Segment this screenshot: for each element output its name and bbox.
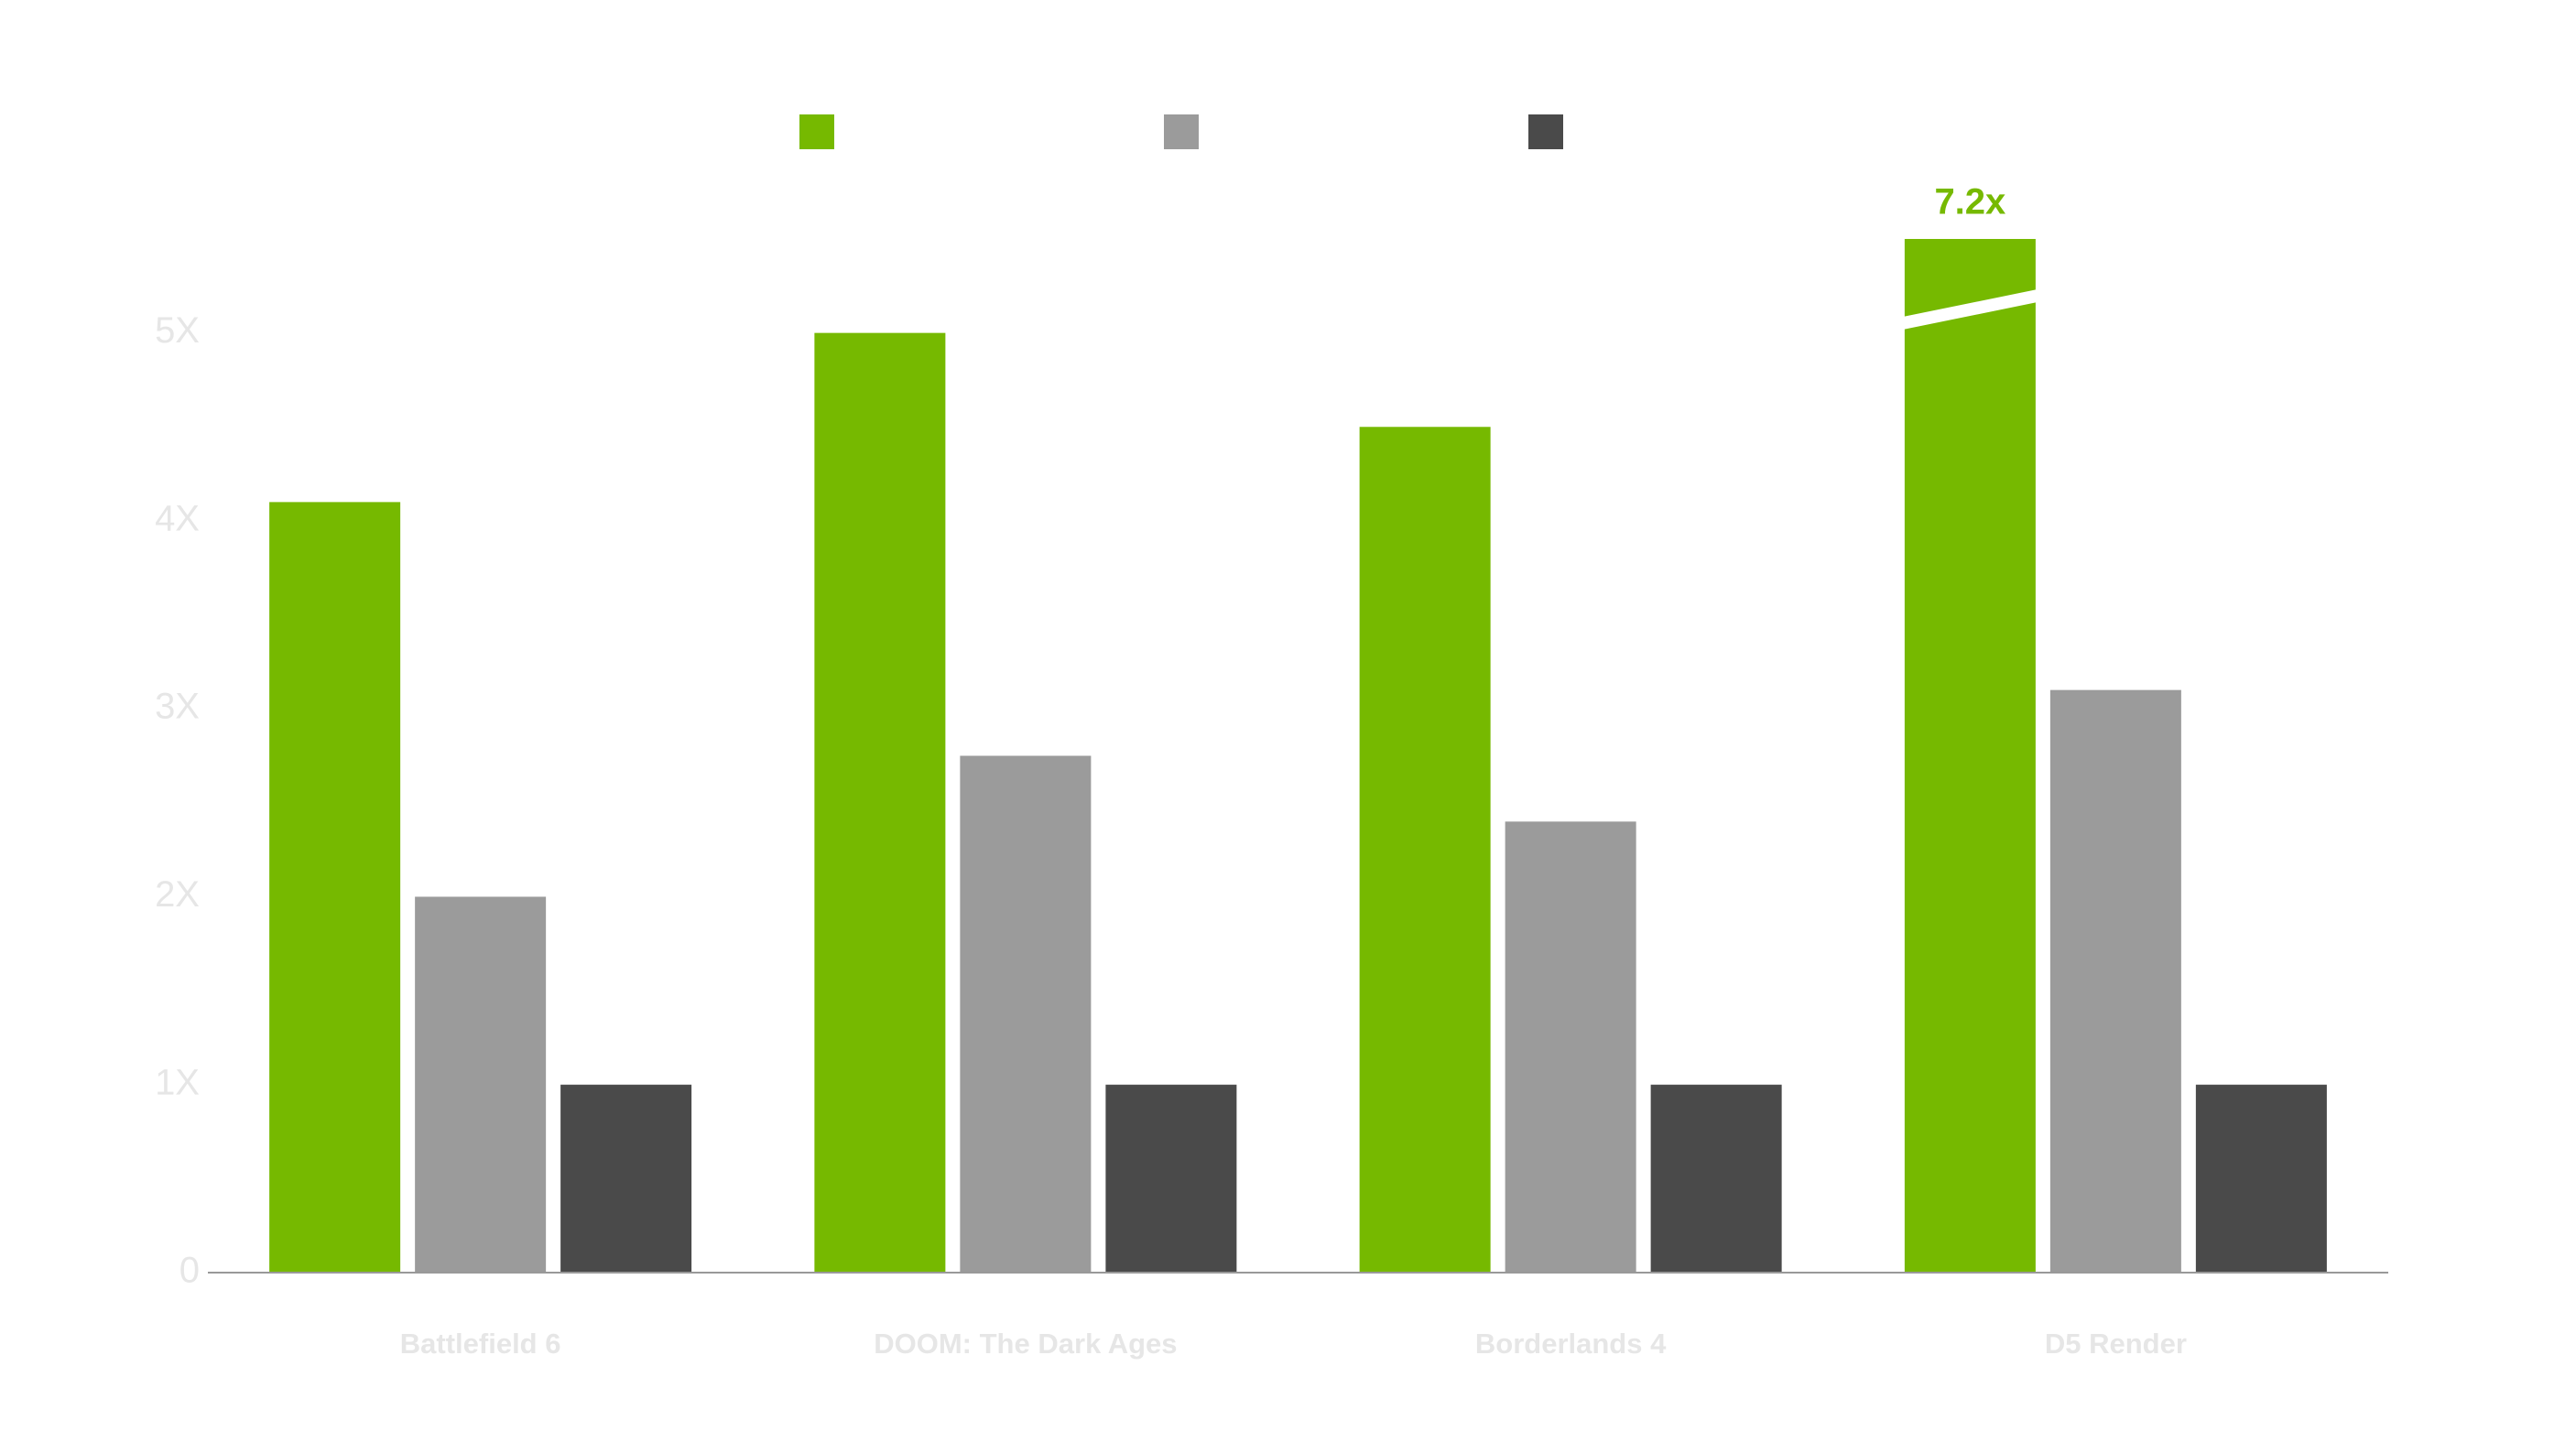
axis-break <box>1902 289 2038 330</box>
bar <box>2195 1084 2327 1273</box>
legend-swatch <box>799 114 834 149</box>
value-label: 7.2x <box>1934 182 2005 222</box>
bar <box>415 896 547 1273</box>
bar <box>269 502 401 1273</box>
y-tick-label: 0 <box>179 1251 200 1291</box>
bar <box>2049 689 2181 1273</box>
legend-swatch <box>1528 114 1563 149</box>
y-tick-label: 3X <box>155 687 200 727</box>
bar <box>960 755 1092 1273</box>
y-tick-label: 5X <box>155 310 200 351</box>
bar <box>1650 1084 1782 1273</box>
x-tick-label: Borderlands 4 <box>1475 1328 1667 1360</box>
bar <box>814 332 946 1273</box>
y-tick-label: 2X <box>155 874 200 915</box>
bar <box>560 1084 692 1273</box>
bar <box>1105 1084 1237 1273</box>
bar <box>1904 239 2036 1273</box>
x-tick-label: Battlefield 6 <box>400 1328 561 1360</box>
y-tick-label: 1X <box>155 1062 200 1102</box>
x-tick-label: D5 Render <box>2045 1328 2187 1360</box>
legend-swatch <box>1164 114 1199 149</box>
bar <box>1359 427 1491 1274</box>
bar <box>1505 821 1636 1273</box>
y-tick-label: 4X <box>155 498 200 538</box>
x-tick-label: DOOM: The Dark Ages <box>874 1328 1177 1360</box>
